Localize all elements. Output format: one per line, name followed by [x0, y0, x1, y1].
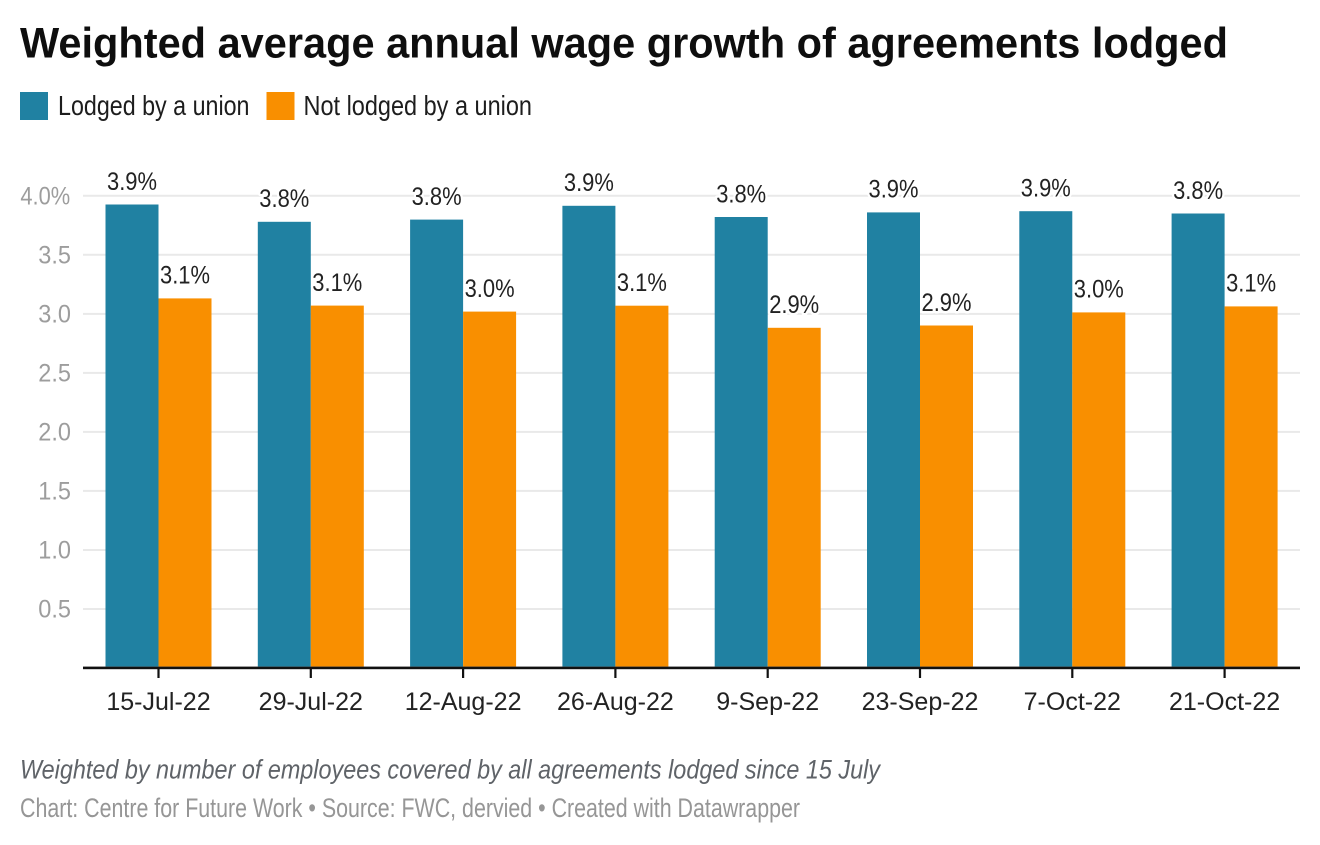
svg-text:1.5: 1.5	[38, 478, 71, 506]
svg-text:Chart: Centre for Future Work: Chart: Centre for Future Work • Source: …	[20, 793, 800, 823]
svg-text:12-Aug-22: 12-Aug-22	[405, 688, 522, 716]
svg-text:3.1%: 3.1%	[617, 269, 667, 297]
svg-text:26-Aug-22: 26-Aug-22	[557, 688, 674, 716]
svg-text:Lodged by a union: Lodged by a union	[58, 90, 250, 121]
svg-text:3.9%: 3.9%	[1021, 175, 1071, 203]
svg-text:Not lodged by a union: Not lodged by a union	[304, 90, 533, 121]
svg-text:3.8%: 3.8%	[259, 185, 309, 213]
svg-text:2.9%: 2.9%	[922, 289, 972, 317]
svg-text:3.1%: 3.1%	[1226, 270, 1276, 298]
svg-text:2.5: 2.5	[38, 360, 71, 388]
svg-text:3.9%: 3.9%	[107, 168, 157, 196]
svg-text:2.9%: 2.9%	[769, 291, 819, 319]
svg-text:3.0: 3.0	[38, 301, 71, 329]
svg-text:0.5: 0.5	[38, 596, 71, 624]
svg-text:3.1%: 3.1%	[312, 269, 362, 297]
svg-text:Weighted average annual wage g: Weighted average annual wage growth of a…	[20, 20, 1228, 68]
svg-text:23-Sep-22: 23-Sep-22	[862, 688, 979, 716]
svg-text:29-Jul-22: 29-Jul-22	[259, 688, 363, 716]
svg-text:3.0%: 3.0%	[465, 275, 515, 303]
svg-text:3.0%: 3.0%	[1074, 276, 1124, 304]
svg-text:9-Sep-22: 9-Sep-22	[716, 688, 819, 716]
svg-text:2.0: 2.0	[38, 419, 71, 447]
svg-text:15-Jul-22: 15-Jul-22	[106, 688, 210, 716]
svg-text:3.5: 3.5	[38, 242, 71, 270]
svg-text:3.8%: 3.8%	[412, 183, 462, 211]
svg-text:1.0: 1.0	[38, 537, 71, 565]
svg-text:4.0%: 4.0%	[20, 183, 70, 211]
svg-text:Weighted by number of employee: Weighted by number of employees covered …	[20, 755, 882, 785]
svg-text:7-Oct-22: 7-Oct-22	[1024, 688, 1121, 716]
svg-text:21-Oct-22: 21-Oct-22	[1169, 688, 1280, 716]
svg-text:3.8%: 3.8%	[716, 180, 766, 208]
svg-text:3.9%: 3.9%	[564, 169, 614, 197]
svg-text:3.1%: 3.1%	[160, 262, 210, 290]
svg-text:3.8%: 3.8%	[1173, 177, 1223, 205]
svg-text:3.9%: 3.9%	[869, 176, 919, 204]
